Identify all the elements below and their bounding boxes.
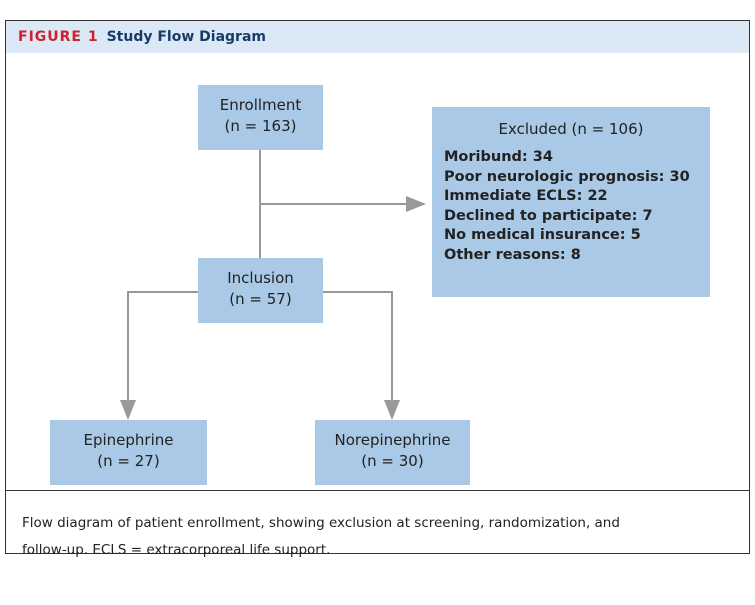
figure-frame: FIGURE 1 Study Flow Diagram (5, 20, 750, 554)
node-count: (n = 57) (229, 290, 292, 308)
node-count: (n = 30) (361, 452, 424, 470)
node: Enrollment (n = 163) (198, 85, 323, 150)
exclusion-item: Poor neurologic prognosis: 30 (444, 168, 690, 185)
figure-label: FIGURE 1 (18, 29, 99, 45)
node-title: Inclusion (227, 269, 294, 287)
exclusion-item: Other reasons: 8 (444, 246, 581, 263)
arrow (120, 291, 198, 420)
figure-title: Study Flow Diagram (106, 29, 266, 45)
node: Norepinephrine (n = 30) (315, 420, 470, 485)
caption: Flow diagram of patient enrollment, show… (22, 515, 620, 558)
node-count: (n = 163) (224, 117, 297, 135)
exclusion-item: Declined to participate: 7 (444, 207, 653, 224)
node: Epinephrine (n = 27) (50, 420, 207, 485)
node: Inclusion (n = 57) (198, 258, 323, 323)
node-count: (n = 27) (97, 452, 160, 470)
arrow (323, 291, 400, 420)
exclusion-item: No medical insurance: 5 (444, 227, 641, 243)
node-title: Epinephrine (83, 431, 174, 449)
node-title: Excluded (n = 106) (498, 120, 644, 138)
node-title: Enrollment (219, 96, 302, 114)
figure-header: FIGURE 1 Study Flow Diagram (6, 21, 749, 53)
exclusion-item: Immediate ECLS: 22 (444, 188, 608, 204)
node: Excluded (n = 106) Moribund: 34 Poor neur… (432, 107, 710, 297)
divider (6, 490, 749, 491)
item-list: Moribund: 34 Poor neurologic prognosis: 3… (444, 148, 698, 265)
exclusion-item: Moribund: 34 (444, 149, 553, 165)
node-title: Norepinephrine (334, 431, 451, 449)
